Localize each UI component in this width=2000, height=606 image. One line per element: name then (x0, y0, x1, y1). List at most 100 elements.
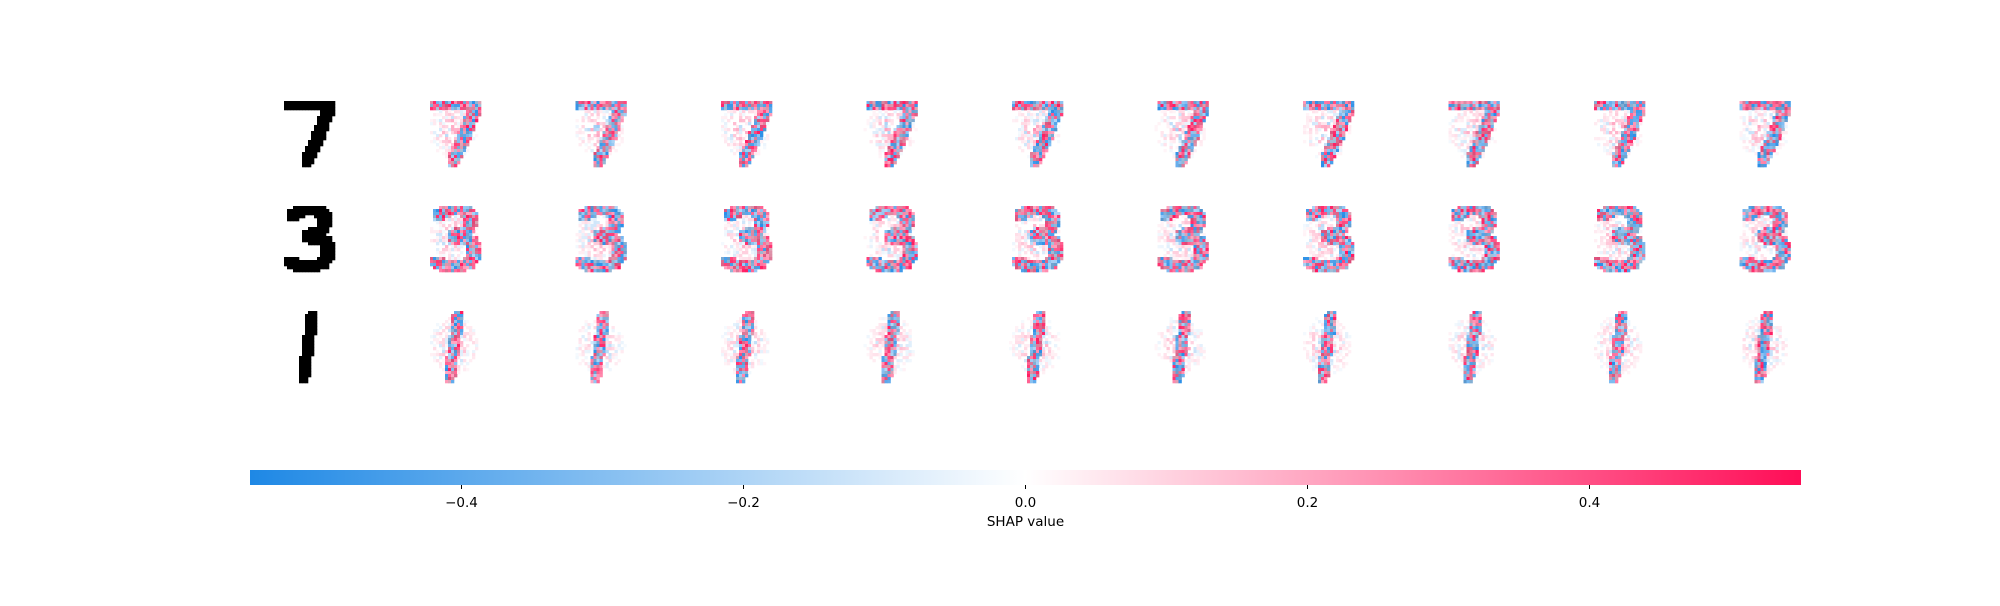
shap-pixel (1187, 152, 1191, 156)
shap-pixel (620, 215, 624, 219)
shap-pixel (1330, 131, 1334, 135)
shap-pixel (593, 164, 597, 168)
shap-pixel (1315, 143, 1319, 147)
shap-pixel (754, 260, 758, 264)
shap-pixel (911, 212, 915, 216)
digit-overlay-pixel (872, 266, 876, 270)
shap-pixel (766, 212, 770, 216)
shap-pixel (463, 146, 467, 150)
shap-pixel (884, 245, 888, 249)
digit-overlay-pixel (1594, 101, 1598, 105)
digit-overlay-pixel (1636, 122, 1640, 126)
digit-overlay-pixel (727, 263, 731, 267)
digit-overlay-pixel (757, 239, 761, 243)
digit-overlay-pixel (1490, 116, 1494, 120)
shap-pixel (1178, 209, 1182, 213)
shap-pixel (596, 146, 600, 150)
digit-overlay-pixel (881, 266, 885, 270)
shap-pixel (584, 128, 588, 132)
shap-pixel (454, 155, 458, 159)
shap-pixel (1045, 224, 1049, 228)
shap-pixel (872, 221, 876, 225)
shap-pixel (599, 143, 603, 147)
shap-pixel (896, 116, 900, 120)
shap-pixel (1481, 146, 1485, 150)
digit-overlay-pixel (899, 143, 903, 147)
shap-pixel (1024, 266, 1028, 270)
shap-pixel (1463, 128, 1467, 132)
shap-pixel (611, 209, 615, 213)
digit-overlay-pixel (584, 269, 588, 273)
digit-overlay-pixel (1196, 218, 1200, 222)
shap-pixel (436, 215, 440, 219)
shap-pixel (463, 110, 467, 114)
shap-pixel (1187, 119, 1191, 123)
shap-pixel (1309, 140, 1313, 144)
shap-pixel (905, 233, 909, 237)
digit-overlay-pixel (902, 140, 906, 144)
shap-pixel (1157, 104, 1161, 108)
shap-pixel (1048, 260, 1052, 264)
shap-pixel (460, 116, 464, 120)
shap-pixel (727, 107, 731, 111)
input-pixel (311, 158, 315, 162)
input-pixel (293, 212, 297, 216)
input-pixel (326, 212, 330, 216)
shap-pixel (1754, 107, 1758, 111)
digit-overlay-pixel (896, 227, 900, 231)
shap-pixel (890, 104, 894, 108)
shap-pixel (1178, 119, 1182, 123)
shap-pixel (1024, 257, 1028, 261)
shap-pixel (1021, 266, 1025, 270)
shap-pixel (460, 137, 464, 141)
shap-pixel (463, 215, 467, 219)
shap-pixel (1051, 101, 1055, 105)
shap-pixel (1306, 125, 1310, 129)
digit-overlay-pixel (1324, 146, 1328, 150)
digit-overlay-pixel (617, 221, 621, 225)
shap-pixel (445, 218, 449, 222)
shap-pixel (890, 242, 894, 246)
shap-pixel (1742, 128, 1746, 132)
shap-pixel (1181, 209, 1185, 213)
shap-pixel (1760, 107, 1764, 111)
shap-pixel (902, 137, 906, 141)
input-pixel (317, 269, 321, 273)
shap-pixel (763, 263, 767, 267)
shap-pixel (1309, 116, 1313, 120)
shap-pixel (863, 128, 867, 132)
shap-pixel (763, 122, 767, 126)
shap-pixel (1205, 107, 1209, 111)
shap-pixel (584, 107, 588, 111)
shap-pixel (1312, 119, 1316, 123)
shap-pixel (1627, 140, 1631, 144)
shap-pixel (751, 137, 755, 141)
shap-pixel (1048, 245, 1052, 249)
shap-pixel (1460, 131, 1464, 135)
shap-pixel (727, 212, 731, 216)
digit-overlay-pixel (875, 104, 879, 108)
digit-overlay-pixel (457, 158, 461, 162)
shap-pixel (724, 107, 728, 111)
shap-pixel (908, 212, 912, 216)
shap-pixel (724, 104, 728, 108)
shap-pixel (893, 239, 897, 243)
shap-pixel (724, 101, 728, 105)
shap-pixel (742, 206, 746, 210)
digit-overlay-pixel (1184, 206, 1188, 210)
shap-map-row-7-class-2 (721, 101, 773, 168)
shap-pixel (1051, 104, 1055, 108)
shap-pixel (1760, 119, 1764, 123)
input-pixel (299, 107, 303, 111)
shap-pixel (1621, 119, 1625, 123)
shap-pixel (757, 230, 761, 234)
shap-pixel (757, 251, 761, 255)
shap-pixel (602, 125, 606, 129)
digit-overlay-pixel (736, 206, 740, 210)
shap-pixel (1015, 116, 1019, 120)
shap-pixel (1184, 101, 1188, 105)
shap-pixel (1181, 212, 1185, 216)
digit-overlay-pixel (611, 221, 615, 225)
digit-overlay-pixel (760, 221, 764, 225)
digit-overlay-pixel (757, 251, 761, 255)
